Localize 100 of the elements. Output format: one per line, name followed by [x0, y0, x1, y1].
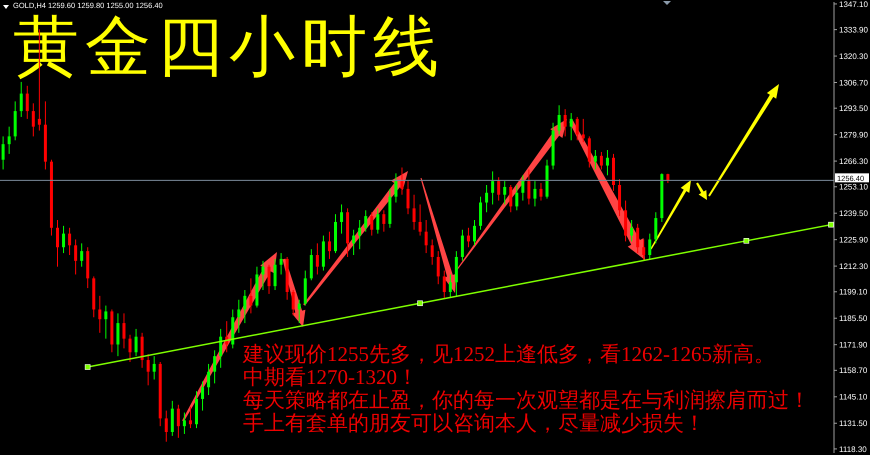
- annotation: 每天策略都在止盈，你的每一次观望都是在与利润擦肩而过！: [243, 388, 810, 412]
- annotation: 手上有套单的朋友可以咨询本人，尽量减少损失！: [243, 411, 706, 435]
- y-tick-label: 1253.10: [839, 182, 868, 192]
- candlestick: [382, 210, 386, 232]
- candlestick: [412, 194, 416, 230]
- candlestick: [630, 220, 634, 242]
- candlestick: [400, 167, 404, 196]
- candlestick: [98, 295, 102, 334]
- candlestick: [182, 412, 186, 434]
- y-tick-label: 1145.10: [839, 392, 868, 402]
- candlestick: [430, 238, 434, 266]
- candlestick: [588, 136, 591, 168]
- candlestick: [648, 233, 652, 260]
- y-tick-label: 1212.30: [839, 262, 868, 271]
- y-tick-label: 1239.50: [839, 209, 868, 218]
- candlestick: [460, 229, 464, 262]
- candlestick: [140, 332, 144, 368]
- y-tick-label: 1279.90: [839, 130, 868, 140]
- candlestick: [582, 118, 585, 143]
- candlestick: [243, 290, 246, 324]
- y-tick-label: 1306.70: [839, 78, 868, 88]
- candlestick: [364, 210, 368, 232]
- point: [417, 300, 423, 306]
- candlestick: [68, 227, 72, 256]
- candlestick: [642, 238, 646, 262]
- candlestick: [594, 150, 597, 170]
- candlestick: [237, 299, 240, 334]
- candlestick: [170, 400, 174, 436]
- y-tick-label: 1118.30: [839, 444, 868, 454]
- candlestick: [558, 104, 561, 135]
- candlestick: [497, 176, 500, 202]
- y-tick-label: 1347.10: [839, 0, 868, 9]
- y-tick-label: 1333.90: [839, 25, 868, 34]
- candlestick: [564, 108, 567, 137]
- y-tick-label: 1185.50: [839, 314, 868, 324]
- candlestick: [274, 258, 277, 291]
- candlestick: [358, 220, 362, 250]
- candlestick: [394, 172, 398, 204]
- candlestick: [280, 252, 283, 275]
- candlestick: [80, 242, 84, 268]
- candlestick: [654, 212, 658, 244]
- candlestick: [424, 220, 428, 254]
- candlestick: [503, 180, 506, 205]
- candlestick: [116, 312, 120, 357]
- y-tick-label: 1199.10: [839, 288, 868, 297]
- candlestick: [328, 231, 331, 260]
- candlestick: [316, 242, 319, 275]
- candlestick: [576, 116, 579, 141]
- candlestick: [2, 136, 5, 170]
- y-tick-label: 1131.50: [839, 419, 868, 428]
- candlestick: [570, 112, 573, 141]
- annotation: 中期看1270-1320！: [243, 365, 419, 389]
- candlestick: [207, 363, 210, 396]
- candlestick: [418, 204, 422, 236]
- candlestick: [515, 184, 518, 211]
- candlestick: [370, 212, 374, 236]
- candlestick: [479, 196, 482, 230]
- candlestick: [310, 248, 313, 281]
- candlestick: [406, 180, 410, 215]
- candlestick: [261, 260, 264, 291]
- candlestick: [491, 170, 494, 205]
- candlestick: [219, 328, 222, 368]
- candlestick: [352, 229, 356, 256]
- candlestick: [62, 225, 66, 254]
- candlestick: [152, 356, 156, 380]
- candlestick: [442, 270, 446, 298]
- candlestick: [128, 334, 132, 362]
- candlestick: [292, 290, 295, 316]
- candlestick: [26, 85, 29, 120]
- candlestick: [606, 150, 609, 176]
- candlestick: [249, 278, 252, 314]
- y-tick-label: 1225.90: [839, 235, 868, 244]
- candlestick: [485, 184, 488, 213]
- candlestick: [122, 312, 126, 349]
- point: [744, 238, 750, 244]
- candlestick: [666, 173, 670, 184]
- y-tick-label: 1266.30: [839, 156, 868, 166]
- candlestick: [527, 168, 530, 205]
- candlestick: [268, 264, 271, 294]
- candlestick: [521, 174, 524, 202]
- point: [84, 364, 90, 370]
- candlestick: [134, 328, 138, 357]
- candlestick: [533, 180, 536, 207]
- candlestick: [176, 404, 180, 438]
- candlestick: [340, 204, 344, 234]
- candlestick: [146, 354, 150, 386]
- candlestick: [74, 238, 78, 275]
- candlestick: [164, 410, 168, 442]
- candlestick: [472, 220, 476, 246]
- candlestick: [298, 299, 301, 324]
- candlestick: [104, 305, 108, 340]
- candlestick: [448, 274, 452, 298]
- candlestick: [201, 380, 204, 412]
- candlestick: [636, 223, 640, 254]
- candlestick: [376, 208, 380, 234]
- annotation: 建议现价1255先多，见1252上逢低多，看1262-1265新高。: [243, 342, 776, 366]
- point: [828, 222, 834, 228]
- candlestick: [8, 126, 11, 154]
- candlestick: [539, 182, 542, 202]
- y-tick-label: 1320.30: [839, 52, 868, 61]
